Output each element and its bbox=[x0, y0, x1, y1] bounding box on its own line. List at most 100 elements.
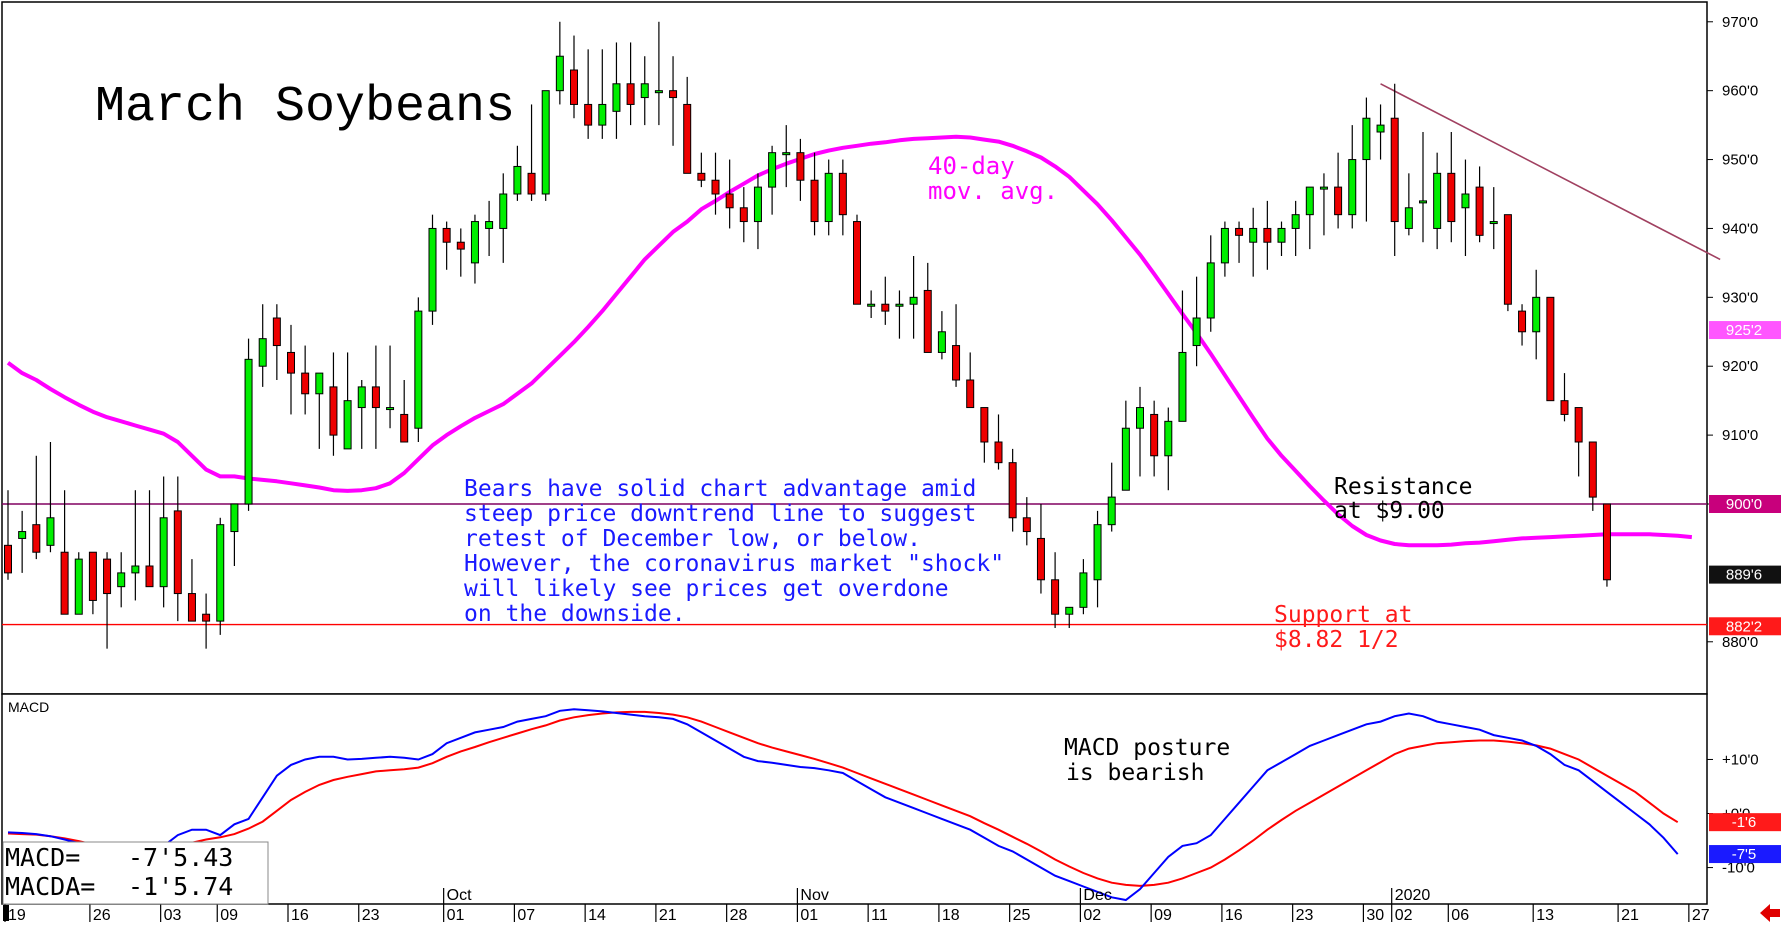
macd-readout-label: MACD= bbox=[5, 843, 80, 872]
candle-body bbox=[1574, 407, 1583, 443]
candle-body bbox=[1065, 606, 1074, 615]
candle-body bbox=[513, 165, 522, 195]
price-tag-label: 900'0 bbox=[1726, 496, 1762, 513]
candle-body bbox=[1319, 186, 1328, 190]
chart-title: March Soybeans bbox=[95, 79, 515, 136]
macd-series-line bbox=[7, 710, 1679, 887]
commentary-line: However, the coronavirus market "shock" bbox=[464, 551, 1004, 577]
candle-body bbox=[442, 227, 451, 243]
candle-body bbox=[1362, 117, 1371, 161]
date-tick-label: 09 bbox=[220, 907, 238, 924]
commentary-line: steep price downtrend line to suggest bbox=[464, 501, 976, 527]
macda-readout-label: MACDA= bbox=[5, 872, 95, 901]
candle-body bbox=[1560, 400, 1569, 415]
price-tick-label: 920'0 bbox=[1722, 358, 1758, 375]
candle-body bbox=[1192, 317, 1201, 347]
price-tag-box bbox=[1709, 321, 1781, 340]
candle-body bbox=[1291, 214, 1300, 229]
date-tick-label: 11 bbox=[871, 907, 888, 924]
date-tick-label: 07 bbox=[517, 907, 535, 924]
price-tag-label: 889'6 bbox=[1726, 567, 1762, 584]
candle-body bbox=[1305, 186, 1314, 216]
macd-lines bbox=[7, 708, 1679, 902]
date-tick-label: 23 bbox=[362, 907, 380, 924]
macd-posture-line1: MACD posture bbox=[1064, 735, 1230, 761]
candle-body bbox=[867, 303, 876, 307]
price-tag-box bbox=[1709, 617, 1781, 636]
candle-body bbox=[1277, 227, 1286, 243]
candle-body bbox=[923, 289, 932, 353]
candle-body bbox=[1008, 462, 1017, 519]
candle-body bbox=[640, 83, 649, 99]
commentary-line: retest of December low, or below. bbox=[464, 526, 921, 552]
macd-tag-box bbox=[1709, 813, 1781, 832]
price-tag-label: 882'2 bbox=[1726, 618, 1762, 635]
scroll-start-handle[interactable] bbox=[3, 905, 9, 921]
candle-body bbox=[753, 186, 762, 223]
candle-body bbox=[768, 152, 777, 188]
candle-body bbox=[272, 317, 281, 347]
macd-posture-line2: is bearish bbox=[1066, 760, 1204, 786]
candle-body bbox=[60, 551, 69, 615]
support-label-line2: $8.82 1/2 bbox=[1274, 627, 1399, 653]
macd-readout-value: -7'5.43 bbox=[128, 843, 233, 872]
candle-body bbox=[1036, 537, 1045, 581]
candle-body bbox=[796, 152, 805, 181]
candle-body bbox=[4, 544, 12, 574]
date-tick-label: 16 bbox=[1225, 907, 1243, 924]
candle-body bbox=[739, 207, 748, 223]
ma-label-line2: mov. avg. bbox=[928, 177, 1058, 205]
candle-body bbox=[966, 379, 975, 409]
candle-body bbox=[1051, 579, 1060, 615]
candle-body bbox=[1489, 221, 1498, 225]
macd-readout: MACD= -7'5.43 MACDA= -1'5.74 bbox=[2, 841, 269, 905]
candle-body bbox=[1404, 207, 1413, 229]
date-tick-label: 27 bbox=[1692, 907, 1710, 924]
candle-body bbox=[994, 441, 1003, 464]
candle-body bbox=[541, 90, 550, 195]
candle-body bbox=[485, 221, 494, 229]
date-axis: 19 26 03 09 16 23 01 07 14 21 28 01 11 18 25 02 09 16 23 30… bbox=[4, 887, 1710, 924]
commentary-text: Bears have solid chart advantage amid st… bbox=[464, 476, 1004, 627]
commentary-line: on the downside. bbox=[464, 601, 686, 627]
date-tick-label: 01 bbox=[800, 907, 818, 924]
candle-body bbox=[895, 303, 904, 307]
candle-body bbox=[470, 221, 479, 264]
candle-body bbox=[1461, 193, 1470, 209]
candle-body bbox=[1390, 117, 1399, 223]
date-tick-label: 21 bbox=[1621, 907, 1639, 924]
date-tick-label: 09 bbox=[1154, 907, 1172, 924]
candle-body bbox=[1220, 227, 1229, 264]
candle-body bbox=[1107, 496, 1116, 526]
downtrend-line bbox=[1380, 83, 1721, 261]
candle-body bbox=[527, 172, 536, 195]
candle-body bbox=[654, 90, 663, 94]
scroll-left-arrow-icon[interactable] bbox=[1760, 904, 1780, 922]
macd-tag-box bbox=[1709, 845, 1781, 864]
macd-tick-label: +10'0 bbox=[1722, 751, 1759, 768]
price-panel-frame bbox=[1, 1, 1708, 695]
date-tick-label: 16 bbox=[291, 907, 309, 924]
candle-body bbox=[782, 152, 791, 156]
candle-body bbox=[32, 524, 41, 553]
moving-average-line bbox=[6, 134, 1693, 548]
candle-body bbox=[1334, 186, 1343, 216]
candlesticks bbox=[4, 21, 1611, 649]
candle-body bbox=[386, 407, 395, 411]
candle-body bbox=[909, 296, 918, 305]
candle-body bbox=[937, 331, 946, 353]
reference-lines bbox=[2, 503, 1707, 626]
commentary-line: will likely see prices get overdone bbox=[464, 576, 949, 602]
candle-body bbox=[725, 193, 734, 209]
candle-body bbox=[881, 303, 890, 312]
candle-body bbox=[117, 572, 126, 588]
candle-body bbox=[711, 179, 720, 195]
candle-body bbox=[584, 103, 593, 126]
candle-body bbox=[1503, 214, 1512, 305]
date-tick-label: 03 bbox=[164, 907, 182, 924]
date-tick-label: 23 bbox=[1296, 907, 1314, 924]
candle-body bbox=[1348, 159, 1357, 216]
date-tick-label: 28 bbox=[730, 907, 748, 924]
candle-body bbox=[1376, 124, 1385, 133]
